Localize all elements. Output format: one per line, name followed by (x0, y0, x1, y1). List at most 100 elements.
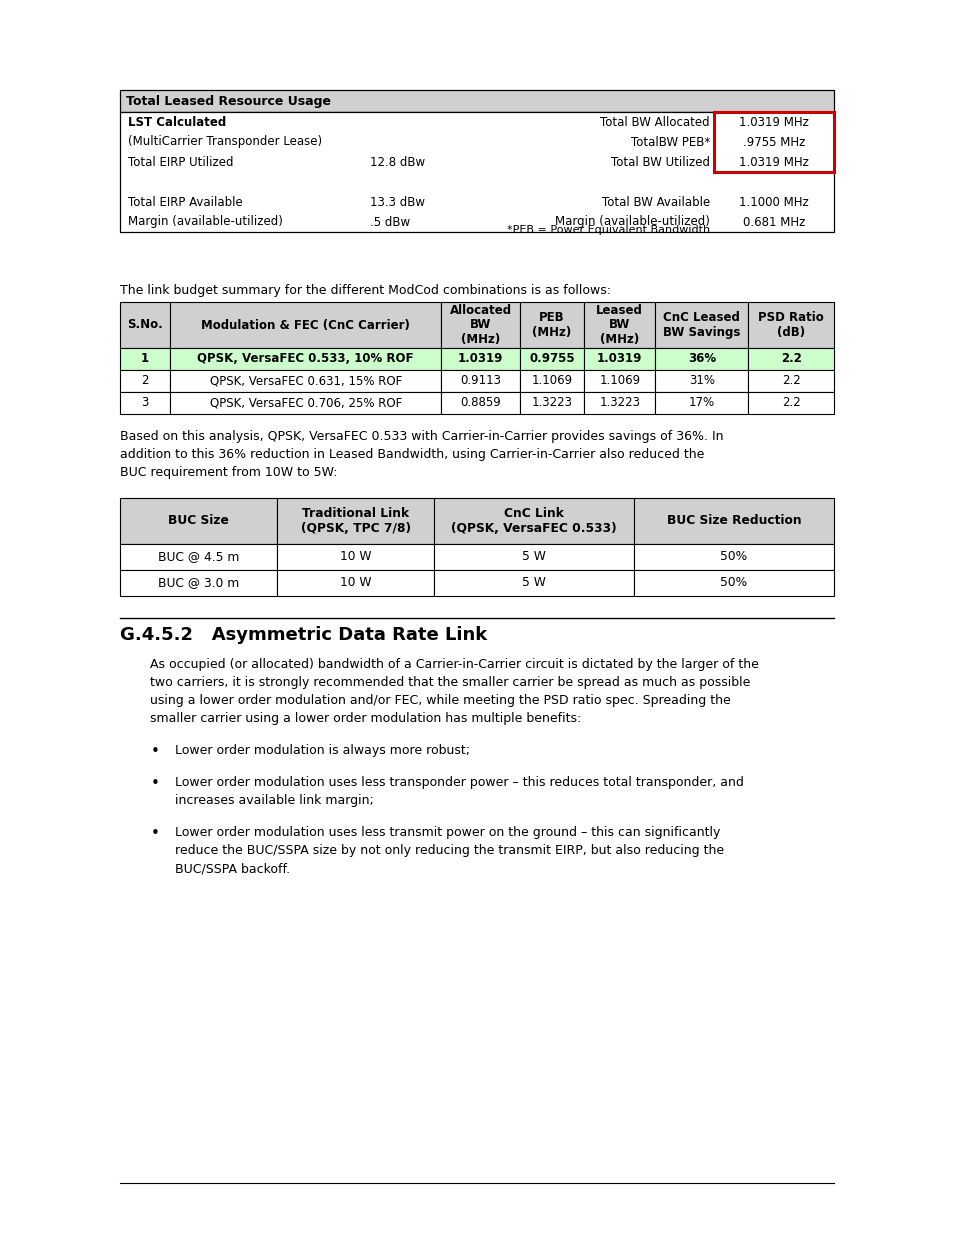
Text: BUC Size: BUC Size (168, 515, 229, 527)
Text: 1.0319: 1.0319 (597, 352, 641, 366)
Text: 1.1069: 1.1069 (598, 374, 639, 388)
Text: 5 W: 5 W (521, 577, 545, 589)
Text: 0.9113: 0.9113 (459, 374, 500, 388)
Text: •: • (151, 826, 159, 841)
FancyBboxPatch shape (583, 303, 655, 348)
FancyBboxPatch shape (434, 571, 634, 597)
Text: BUC Size Reduction: BUC Size Reduction (666, 515, 801, 527)
Text: increases available link margin;: increases available link margin; (174, 794, 374, 806)
Text: Based on this analysis, QPSK, VersaFEC 0.533 with Carrier-in-Carrier provides sa: Based on this analysis, QPSK, VersaFEC 0… (120, 430, 722, 443)
Text: Total BW Available: Total BW Available (601, 195, 709, 209)
FancyBboxPatch shape (276, 571, 434, 597)
Text: addition to this 36% reduction in Leased Bandwidth, using Carrier-in-Carrier als: addition to this 36% reduction in Leased… (120, 448, 703, 461)
Text: TotalBW PEB*: TotalBW PEB* (630, 136, 709, 148)
Text: 1.1000 MHz: 1.1000 MHz (739, 195, 808, 209)
FancyBboxPatch shape (583, 370, 655, 391)
FancyBboxPatch shape (655, 303, 747, 348)
Text: 1.3223: 1.3223 (531, 396, 572, 410)
Text: (MultiCarrier Transponder Lease): (MultiCarrier Transponder Lease) (128, 136, 322, 148)
FancyBboxPatch shape (441, 370, 519, 391)
FancyBboxPatch shape (120, 391, 170, 414)
FancyBboxPatch shape (519, 370, 583, 391)
Text: Margin (available-utilized): Margin (available-utilized) (555, 215, 709, 228)
FancyBboxPatch shape (170, 370, 441, 391)
FancyBboxPatch shape (434, 543, 634, 571)
Text: 36%: 36% (687, 352, 715, 366)
Text: 1: 1 (141, 352, 149, 366)
FancyBboxPatch shape (120, 498, 276, 543)
Text: Total Leased Resource Usage: Total Leased Resource Usage (126, 95, 331, 107)
FancyBboxPatch shape (747, 370, 833, 391)
FancyBboxPatch shape (170, 391, 441, 414)
Text: Traditional Link
(QPSK, TPC 7/8): Traditional Link (QPSK, TPC 7/8) (300, 508, 410, 535)
FancyBboxPatch shape (441, 303, 519, 348)
Text: 1.1069: 1.1069 (531, 374, 572, 388)
Text: QPSK, VersaFEC 0.706, 25% ROF: QPSK, VersaFEC 0.706, 25% ROF (210, 396, 401, 410)
FancyBboxPatch shape (655, 370, 747, 391)
Text: 1.0319: 1.0319 (457, 352, 503, 366)
Text: 2.2: 2.2 (780, 352, 801, 366)
FancyBboxPatch shape (120, 303, 170, 348)
Text: 10 W: 10 W (339, 551, 371, 563)
FancyBboxPatch shape (655, 391, 747, 414)
Text: LST Calculated: LST Calculated (128, 116, 226, 128)
Text: The link budget summary for the different ModCod combinations is as follows:: The link budget summary for the differen… (120, 284, 610, 296)
Text: 0.9755: 0.9755 (529, 352, 574, 366)
Text: Total EIRP Available: Total EIRP Available (128, 195, 242, 209)
FancyBboxPatch shape (120, 112, 833, 232)
FancyBboxPatch shape (519, 303, 583, 348)
Text: Leased
BW
(MHz): Leased BW (MHz) (596, 304, 642, 347)
FancyBboxPatch shape (434, 498, 634, 543)
Text: 13.3 dBw: 13.3 dBw (370, 195, 424, 209)
Text: CnC Link
(QPSK, VersaFEC 0.533): CnC Link (QPSK, VersaFEC 0.533) (451, 508, 617, 535)
Text: reduce the BUC/SSPA size by not only reducing the transmit EIRP, but also reduci: reduce the BUC/SSPA size by not only red… (174, 844, 723, 857)
Text: smaller carrier using a lower order modulation has multiple benefits:: smaller carrier using a lower order modu… (150, 713, 580, 725)
FancyBboxPatch shape (519, 348, 583, 370)
Text: As occupied (or allocated) bandwidth of a Carrier-in-Carrier circuit is dictated: As occupied (or allocated) bandwidth of … (150, 658, 758, 671)
Text: Allocated
BW
(MHz): Allocated BW (MHz) (449, 304, 511, 347)
Text: 1.3223: 1.3223 (598, 396, 639, 410)
FancyBboxPatch shape (120, 90, 833, 112)
FancyBboxPatch shape (120, 348, 170, 370)
Text: .9755 MHz: .9755 MHz (742, 136, 804, 148)
Text: 0.681 MHz: 0.681 MHz (742, 215, 804, 228)
FancyBboxPatch shape (747, 303, 833, 348)
Text: Lower order modulation is always more robust;: Lower order modulation is always more ro… (174, 743, 470, 757)
Text: 5 W: 5 W (521, 551, 545, 563)
FancyBboxPatch shape (655, 348, 747, 370)
FancyBboxPatch shape (747, 348, 833, 370)
Text: 50%: 50% (720, 577, 747, 589)
Text: 50%: 50% (720, 551, 747, 563)
FancyBboxPatch shape (713, 112, 833, 172)
Text: Modulation & FEC (CnC Carrier): Modulation & FEC (CnC Carrier) (201, 319, 410, 331)
FancyBboxPatch shape (583, 391, 655, 414)
Text: 1.0319 MHz: 1.0319 MHz (739, 156, 808, 168)
Text: .5 dBw: .5 dBw (370, 215, 410, 228)
Text: QPSK, VersaFEC 0.533, 10% ROF: QPSK, VersaFEC 0.533, 10% ROF (197, 352, 414, 366)
Text: S.No.: S.No. (127, 319, 163, 331)
Text: Margin (available-utilized): Margin (available-utilized) (128, 215, 283, 228)
Text: 2.2: 2.2 (781, 396, 800, 410)
Text: 3: 3 (141, 396, 149, 410)
Text: 10 W: 10 W (339, 577, 371, 589)
Text: 12.8 dBw: 12.8 dBw (370, 156, 425, 168)
FancyBboxPatch shape (120, 370, 170, 391)
Text: Total EIRP Utilized: Total EIRP Utilized (128, 156, 233, 168)
FancyBboxPatch shape (747, 391, 833, 414)
Text: Total BW Allocated: Total BW Allocated (599, 116, 709, 128)
Text: two carriers, it is strongly recommended that the smaller carrier be spread as m: two carriers, it is strongly recommended… (150, 676, 750, 689)
Text: *PEB = Power Equivalent Bandwidth: *PEB = Power Equivalent Bandwidth (506, 225, 709, 235)
FancyBboxPatch shape (170, 303, 441, 348)
Text: BUC @ 3.0 m: BUC @ 3.0 m (158, 577, 239, 589)
Text: •: • (151, 776, 159, 790)
FancyBboxPatch shape (276, 543, 434, 571)
Text: 1.0319 MHz: 1.0319 MHz (739, 116, 808, 128)
Text: G.4.5.2   Asymmetric Data Rate Link: G.4.5.2 Asymmetric Data Rate Link (120, 626, 487, 643)
Text: QPSK, VersaFEC 0.631, 15% ROF: QPSK, VersaFEC 0.631, 15% ROF (210, 374, 401, 388)
FancyBboxPatch shape (441, 348, 519, 370)
Text: using a lower order modulation and/or FEC, while meeting the PSD ratio spec. Spr: using a lower order modulation and/or FE… (150, 694, 730, 706)
Text: PEB
(MHz): PEB (MHz) (532, 311, 571, 338)
FancyBboxPatch shape (441, 391, 519, 414)
Text: BUC @ 4.5 m: BUC @ 4.5 m (157, 551, 239, 563)
Text: 17%: 17% (688, 396, 714, 410)
